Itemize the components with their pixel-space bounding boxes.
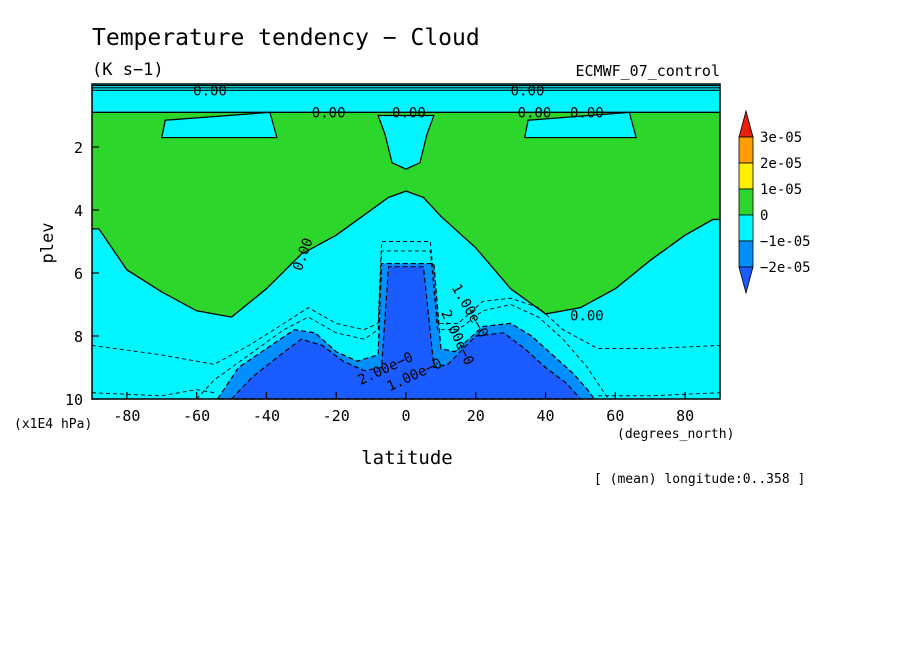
dashed-contour <box>91 389 215 397</box>
x-tick-label: -40 <box>253 407 280 425</box>
legend-swatch <box>738 162 754 190</box>
equator-pocket <box>377 114 435 170</box>
legend-label: 0 <box>760 208 768 224</box>
y-tick-label: 8 <box>74 328 83 346</box>
legend-label: 1e-05 <box>760 182 802 198</box>
x-tick-label: 80 <box>676 407 694 425</box>
contour-label: 0.00 <box>570 105 604 121</box>
x-tick-label: 0 <box>401 407 410 425</box>
color-legend: 3e-05 2e-05 1e-05 0 −1e-05 −2e-05 <box>738 109 811 295</box>
legend-label: −1e-05 <box>760 234 811 250</box>
x-axis-label: latitude <box>361 447 453 469</box>
contour-label: 0.00 <box>511 83 545 99</box>
legend-swatch <box>738 136 754 164</box>
footnote: [ (mean) longitude:0..358 ] <box>594 472 805 487</box>
legend-label: 2e-05 <box>760 156 802 172</box>
zero-contour <box>92 190 720 318</box>
dashed-contour <box>91 241 721 365</box>
x-tick-label: 40 <box>537 407 555 425</box>
dashed-contour <box>196 250 609 400</box>
x-tick-label: 60 <box>606 407 624 425</box>
contour-label: 0.00 <box>518 105 552 121</box>
x-axis-units: (degrees_north) <box>617 427 734 442</box>
dataset-label: ECMWF_07_control <box>576 62 721 80</box>
y-tick-label: 2 <box>74 139 83 157</box>
dark-blue-region <box>230 266 582 400</box>
y-tick-label: 10 <box>65 391 83 409</box>
y-axis-units: (x1E4 hPa) <box>14 417 92 432</box>
x-tick-label: 20 <box>467 407 485 425</box>
legend-arrow-top <box>738 109 754 138</box>
y-axis-label: plev <box>38 223 58 264</box>
legend-swatch <box>738 214 754 242</box>
contour-label: 0.00 <box>392 105 426 121</box>
green-region <box>92 112 720 318</box>
y-tick-label: 6 <box>74 265 83 283</box>
x-tick-label: -80 <box>113 407 140 425</box>
x-tick-label: -60 <box>183 407 210 425</box>
contour-label: 0.00 <box>193 83 227 99</box>
y-tick-label: 4 <box>74 202 83 220</box>
contour-label: 0.00 <box>312 105 346 121</box>
chart-title: Temperature tendency − Cloud <box>92 25 480 51</box>
legend-swatch <box>738 188 754 216</box>
legend-label: 3e-05 <box>760 130 802 146</box>
legend-label: −2e-05 <box>760 260 811 276</box>
plot-area: 0.000.00 0.00 0.00 0.000.000.000.001.00e−02… <box>91 83 721 400</box>
chart-units: (K s−1) <box>92 60 164 80</box>
contour-label: 0.00 <box>570 309 604 325</box>
legend-swatch <box>738 240 754 268</box>
x-tick-label: -20 <box>323 407 350 425</box>
legend-arrow-bottom <box>738 266 754 295</box>
